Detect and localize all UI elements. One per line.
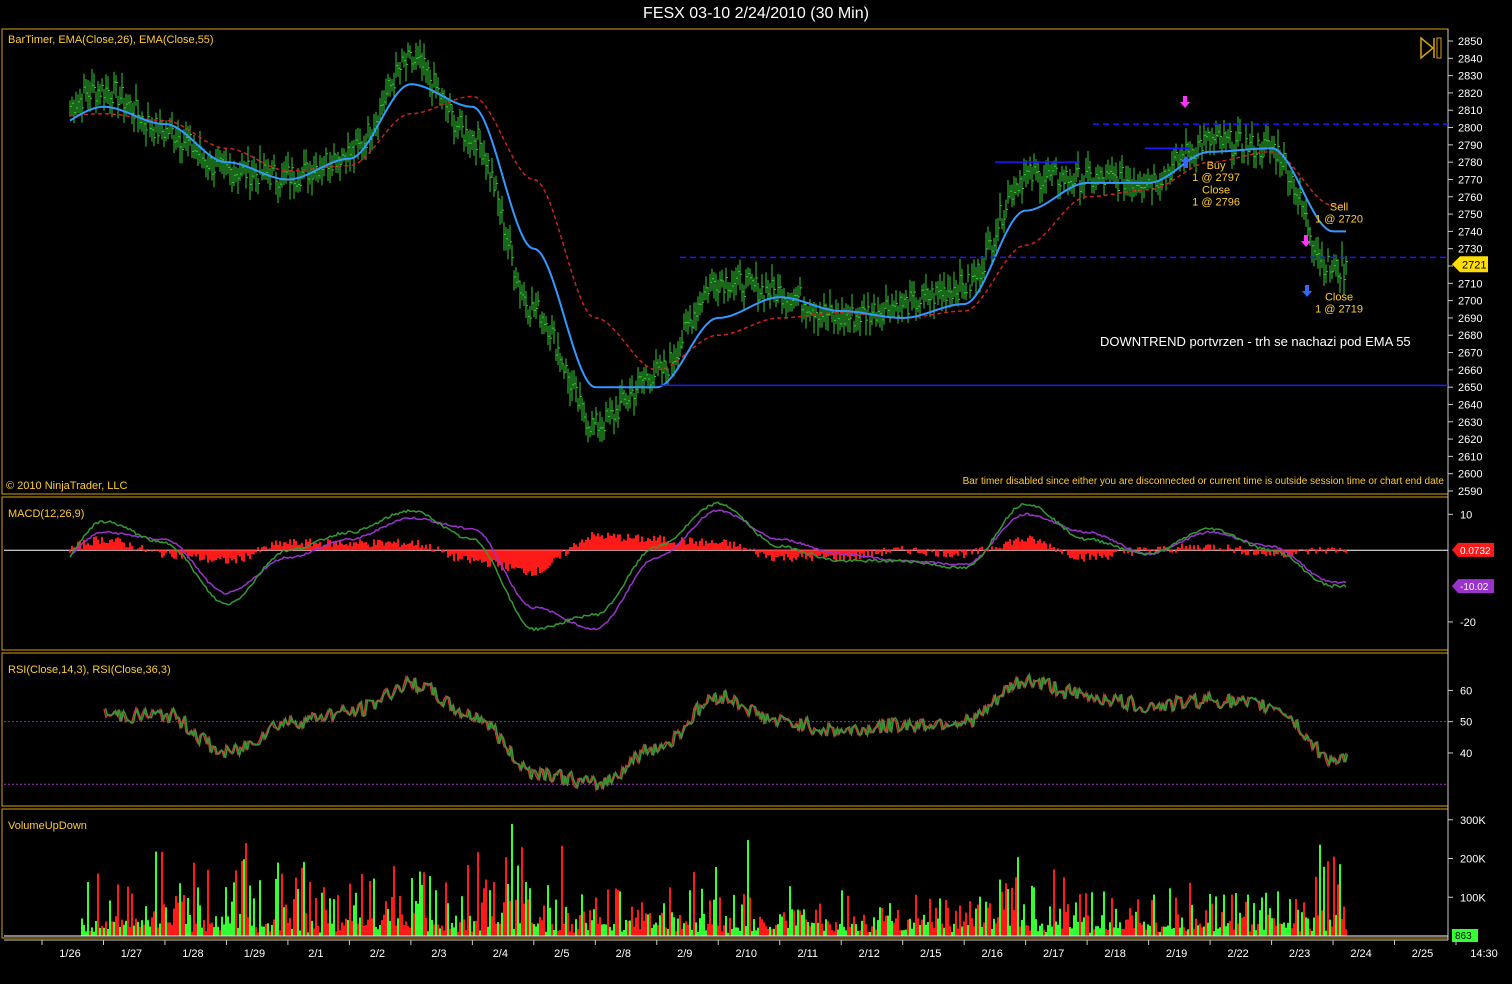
copyright-text: © 2010 NinjaTrader, LLC xyxy=(6,480,127,492)
price-tick-label: 2650 xyxy=(1458,382,1482,394)
price-tick-label: 2760 xyxy=(1458,192,1482,204)
price-tick-label: 2810 xyxy=(1458,105,1482,117)
x-tick-label: 2/3 xyxy=(431,948,446,960)
x-tick-label: 2/5 xyxy=(554,948,569,960)
last-price-tag xyxy=(1452,256,1488,273)
x-tick-label: 2/17 xyxy=(1043,948,1064,960)
rsi-tick-label: 60 xyxy=(1460,685,1472,697)
skip-forward-triangle xyxy=(1420,36,1435,60)
trade-annotation: 1 @ 2719 xyxy=(1315,304,1363,316)
x-tick-label: 2/4 xyxy=(493,948,508,960)
x-tick-label: 2/8 xyxy=(616,948,631,960)
trade-annotation: Buy xyxy=(1207,160,1226,172)
x-tick-label: 2/24 xyxy=(1350,948,1371,960)
price-tick-label: 2820 xyxy=(1458,88,1482,100)
bar-timer-message: Bar timer disabled since either you are … xyxy=(963,476,1445,487)
x-tick-label: 1/28 xyxy=(182,948,203,960)
x-tick-label: 2/15 xyxy=(920,948,941,960)
x-tick-label: 2/10 xyxy=(736,948,757,960)
rsi-tick-label: 50 xyxy=(1460,717,1472,729)
price-tick-label: 2830 xyxy=(1458,71,1482,83)
price-tick-label: 2670 xyxy=(1458,348,1482,360)
ema-26-line xyxy=(69,83,1346,389)
trade-annotation: Close xyxy=(1202,184,1230,196)
skip-forward-icon[interactable] xyxy=(1420,36,1442,60)
x-tick-label: 2/2 xyxy=(370,948,385,960)
price-tick-label: 2600 xyxy=(1458,469,1482,481)
x-tick-label: 2/19 xyxy=(1166,948,1187,960)
macd-histogram-tag xyxy=(1452,542,1494,557)
macd-tick-label: 10 xyxy=(1460,509,1472,521)
price-tick-label: 2730 xyxy=(1458,244,1482,256)
price-tick-label: 2780 xyxy=(1458,157,1482,169)
price-tick-label: 2640 xyxy=(1458,399,1482,411)
price-tick-label: 2620 xyxy=(1458,434,1482,446)
volume-panel-label: VolumeUpDown xyxy=(8,820,87,832)
x-tick-label: 14:30 xyxy=(1470,948,1498,960)
price-tick-label: 2630 xyxy=(1458,417,1482,429)
x-tick-label: 2/16 xyxy=(981,948,1002,960)
ema-55-line xyxy=(69,95,1346,371)
trade-annotation: 1 @ 2797 xyxy=(1192,172,1240,184)
x-tick-label: 2/11 xyxy=(797,948,818,960)
x-tick-label: 2/18 xyxy=(1104,948,1125,960)
volume-tick-label: 100K xyxy=(1460,892,1486,904)
buy-arrow-icon xyxy=(1181,156,1191,168)
sell-arrow-icon xyxy=(1180,96,1190,108)
price-panel-frame xyxy=(1,28,1449,495)
macd-signal-line xyxy=(69,509,1347,631)
macd-line xyxy=(69,501,1347,632)
macd-signal-tag-value: -10.02 xyxy=(1460,582,1489,593)
price-tick-label: 2690 xyxy=(1458,313,1482,325)
rsi-tick-label: 40 xyxy=(1460,748,1472,760)
price-tick-label: 2840 xyxy=(1458,53,1482,65)
price-tick-label: 2750 xyxy=(1458,209,1482,221)
volume-last-value: 863 xyxy=(1455,931,1472,942)
x-tick-label: 2/23 xyxy=(1289,948,1310,960)
volume-tick-label: 300K xyxy=(1460,815,1486,827)
exit-arrow-icon xyxy=(1302,285,1312,297)
x-tick-label: 2/1 xyxy=(308,948,323,960)
rsi-panel-label: RSI(Close,14,3), RSI(Close,36,3) xyxy=(8,664,171,676)
price-tick-label: 2660 xyxy=(1458,365,1482,377)
chart-title: FESX 03-10 2/24/2010 (30 Min) xyxy=(643,5,869,22)
trend-note: DOWNTREND portvrzen - trh se nachazi pod… xyxy=(1100,334,1411,349)
x-tick-label: 1/29 xyxy=(244,948,265,960)
trade-annotation: Sell xyxy=(1330,202,1348,214)
last-price-value: 2721 xyxy=(1462,259,1486,271)
x-tick-label: 2/9 xyxy=(677,948,692,960)
rsi-36-line xyxy=(104,671,1349,791)
macd-histogram-tag-value: 0.0732 xyxy=(1460,546,1491,557)
volume-tick-label: 200K xyxy=(1460,854,1486,866)
price-tick-label: 2740 xyxy=(1458,226,1482,238)
skip-forward-box xyxy=(1436,37,1442,59)
macd-tick-label: -20 xyxy=(1460,617,1476,629)
trade-annotation: 1 @ 2796 xyxy=(1192,196,1240,208)
x-tick-label: 2/22 xyxy=(1227,948,1248,960)
volume-last-tag xyxy=(1452,929,1478,942)
macd-signal-tag xyxy=(1452,579,1494,594)
price-tick-label: 2850 xyxy=(1458,36,1482,48)
price-panel-label: BarTimer, EMA(Close,26), EMA(Close,55) xyxy=(8,34,214,46)
x-tick-label: 1/27 xyxy=(121,948,142,960)
sell-arrow-icon xyxy=(1301,235,1311,247)
price-tick-label: 2800 xyxy=(1458,123,1482,135)
price-tick-label: 2710 xyxy=(1458,278,1482,290)
macd-panel-label: MACD(12,26,9) xyxy=(8,508,84,520)
rsi-panel-frame xyxy=(1,652,1449,807)
price-tick-label: 2700 xyxy=(1458,296,1482,308)
price-tick-label: 2680 xyxy=(1458,330,1482,342)
trade-annotation: Close xyxy=(1325,292,1353,304)
price-tick-label: 2590 xyxy=(1458,486,1482,498)
price-tick-label: 2610 xyxy=(1458,451,1482,463)
trade-annotation: 1 @ 2720 xyxy=(1315,214,1363,226)
x-tick-label: 1/26 xyxy=(59,948,80,960)
x-tick-label: 2/12 xyxy=(859,948,880,960)
price-tick-label: 2770 xyxy=(1458,174,1482,186)
x-tick-label: 2/25 xyxy=(1412,948,1433,960)
price-tick-label: 2790 xyxy=(1458,140,1482,152)
macd-panel-frame xyxy=(1,496,1449,651)
